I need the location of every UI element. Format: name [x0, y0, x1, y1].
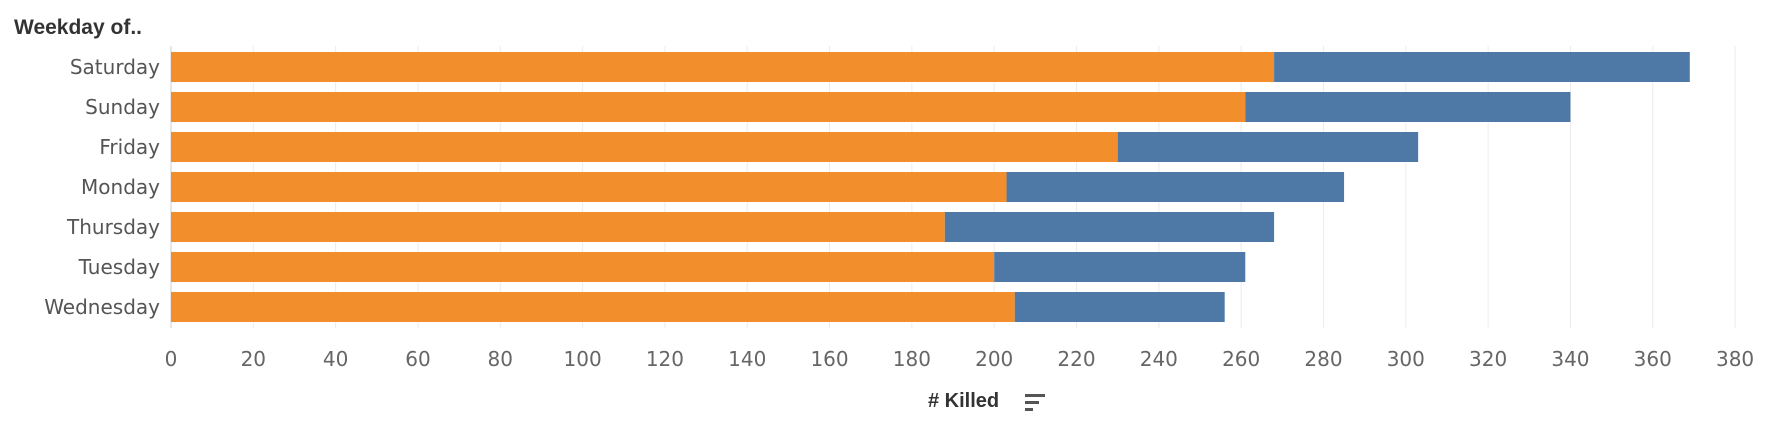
x-axis-title: # Killed [928, 390, 1000, 412]
bar-segment-thursday-0[interactable] [171, 212, 945, 242]
x-tick-label: 120 [646, 347, 684, 371]
bar-segment-sunday-1[interactable] [1245, 92, 1571, 122]
bar-segment-wednesday-1[interactable] [1014, 292, 1225, 322]
category-label: Wednesday [44, 295, 160, 319]
bar-segment-friday-0[interactable] [171, 132, 1118, 162]
category-label: Friday [99, 135, 160, 159]
x-tick-label: 220 [1057, 347, 1095, 371]
x-tick-label: 160 [810, 347, 848, 371]
x-tick-label: 0 [165, 347, 178, 371]
x-tick-label: 60 [405, 347, 430, 371]
category-label: Tuesday [78, 255, 161, 279]
bar-segment-saturday-0[interactable] [171, 52, 1275, 82]
x-tick-label: 240 [1140, 347, 1178, 371]
x-tick-label: 40 [323, 347, 348, 371]
bar-segment-friday-1[interactable] [1117, 132, 1419, 162]
x-tick-label: 340 [1551, 347, 1589, 371]
x-tick-label: 140 [728, 347, 766, 371]
bar-segment-saturday-1[interactable] [1274, 52, 1690, 82]
x-tick-label: 320 [1469, 347, 1507, 371]
x-tick-label: 20 [241, 347, 266, 371]
category-labels: Saturday Sunday Friday Monday Thursday Tuesda… [44, 55, 160, 319]
bar-segment-thursday-1[interactable] [944, 212, 1275, 242]
category-label: Saturday [70, 55, 160, 79]
x-tick-labels: 0 20 40 60 80 100 120 140 160 180 200 220 240 260 280 3… [165, 347, 1755, 371]
x-tick-label: 80 [488, 347, 513, 371]
bar-segment-tuesday-1[interactable] [994, 252, 1246, 282]
y-axis-title: Weekday of.. [14, 16, 142, 39]
bar-segment-sunday-0[interactable] [171, 92, 1246, 122]
category-label: Thursday [66, 215, 160, 239]
x-tick-label: 360 [1634, 347, 1672, 371]
x-tick-label: 280 [1304, 347, 1342, 371]
x-tick-label: 100 [564, 347, 602, 371]
bar-segment-monday-1[interactable] [1006, 172, 1345, 202]
category-label: Monday [81, 175, 160, 199]
x-tick-label: 380 [1716, 347, 1754, 371]
sort-descending-icon[interactable] [1025, 393, 1047, 413]
category-label: Sunday [85, 95, 160, 119]
x-tick-label: 260 [1222, 347, 1260, 371]
x-tick-label: 300 [1387, 347, 1425, 371]
x-tick-label: 200 [975, 347, 1013, 371]
x-tick-label: 180 [893, 347, 931, 371]
bars [171, 52, 1690, 322]
bar-segment-wednesday-0[interactable] [171, 292, 1015, 322]
bar-segment-tuesday-0[interactable] [171, 252, 995, 282]
bar-segment-monday-0[interactable] [171, 172, 1007, 202]
